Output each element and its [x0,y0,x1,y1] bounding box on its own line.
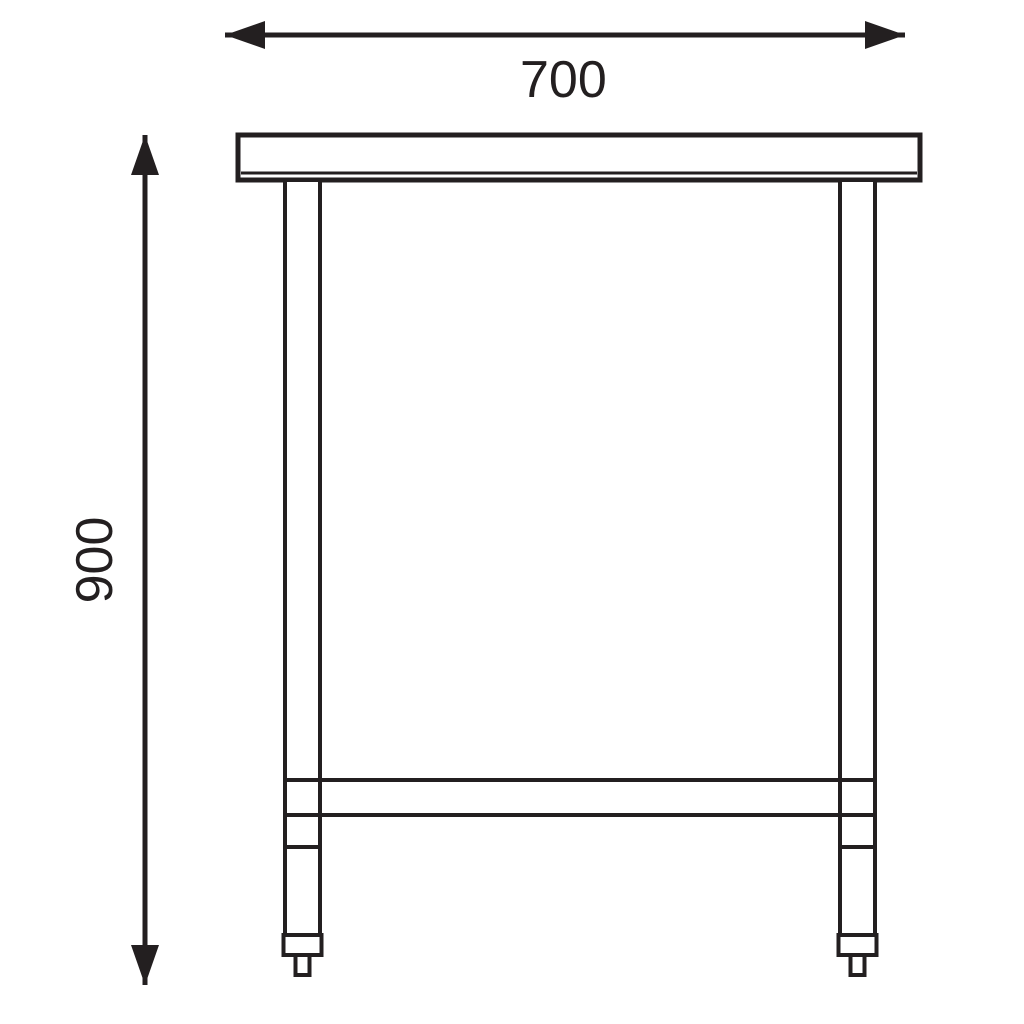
drawing-svg [0,0,1024,1024]
technical-drawing: 700 900 [0,0,1024,1024]
height-dimension-label: 900 [65,517,125,604]
width-dimension-label: 700 [520,50,607,110]
